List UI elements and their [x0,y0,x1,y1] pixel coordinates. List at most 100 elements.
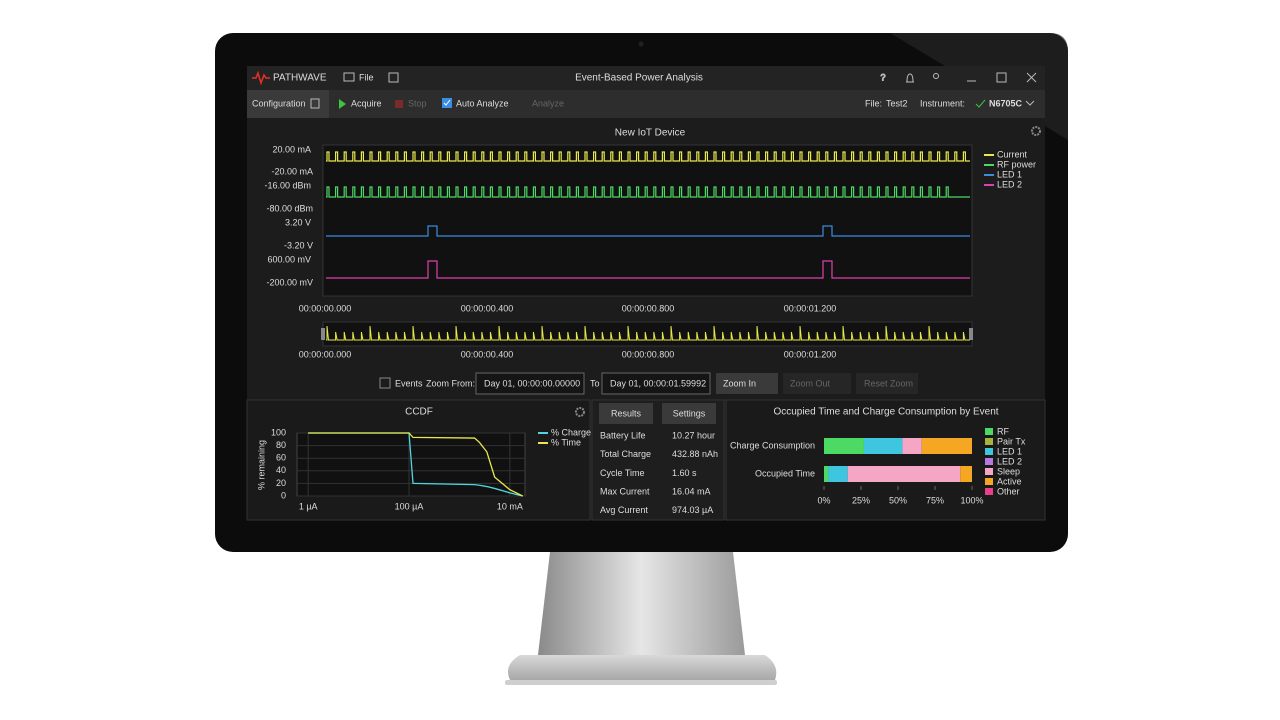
acquire-icon [339,99,346,109]
overview-handle-left[interactable] [321,328,325,340]
overview-tick-label: 00:00:00.400 [461,349,514,359]
legend-swatch [985,458,993,465]
events[interactable]: Events [395,378,423,388]
channel-top-label: 3.20 V [285,217,311,227]
zoom-from-label: Zoom From: [426,378,475,388]
help[interactable]: ? [880,72,886,83]
result-value: 1.60 s [672,468,697,478]
overview-tick-label: 00:00:00.000 [299,349,352,359]
zoom-to[interactable]: Day 01, 00:00:01.59992 [610,378,706,388]
x-tick-label: 0% [817,495,830,505]
window-title: Event-Based Power Analysis [575,73,703,84]
reset-zoom-button[interactable] [856,373,918,394]
ccdf-title: CCDF [405,407,433,418]
overview-tick-label: 00:00:00.800 [622,349,675,359]
title-bar [247,66,1045,90]
bar-segment [902,438,922,454]
tab[interactable] [599,403,653,424]
result-label: Total Charge [600,449,651,459]
stand-base [507,655,777,680]
x-tick-label: 75% [926,495,944,505]
zoom-in-button[interactable] [716,373,778,394]
legend-entry: Current [997,149,1028,159]
logo: PATHWAVE [273,73,327,84]
bar-segment [863,438,903,454]
notifications[interactable] [906,73,914,83]
to-label: To [590,378,600,388]
channel-top-label: 600.00 mV [267,254,311,264]
legend-swatch [985,428,993,435]
zoom-in[interactable]: Zoom In [723,378,756,388]
bar-segment [828,466,848,482]
configuration-button[interactable] [247,90,329,118]
time-tick-label: 00:00:00.800 [622,303,675,313]
events-checkbox[interactable] [379,377,391,389]
close[interactable] [1026,72,1037,83]
instrument-label: Instrument: [920,98,965,108]
tab[interactable] [662,403,716,424]
x-tick-label: 1 µA [299,501,318,511]
bar-segment [824,466,829,482]
legend-swatch [985,488,993,495]
stand-foot [505,680,777,685]
stop[interactable]: Stop [408,98,427,108]
dropdown[interactable] [1025,100,1035,106]
time-tick-label: 00:00:00.400 [461,303,514,313]
zoom-from-input[interactable] [475,372,585,395]
legend-entry: Sleep [997,466,1020,476]
acquire[interactable]: Acquire [351,98,382,108]
user[interactable] [933,73,939,79]
legend-swatch [985,448,993,455]
legend-entry: Active [997,476,1022,486]
y-tick-label: 40 [276,465,286,475]
settings-gear[interactable] [1031,126,1041,136]
instrument-ok [975,99,986,108]
toolbar [247,90,1045,118]
trace [326,260,970,279]
channel-bottom-label: -200.00 mV [266,277,313,287]
legend-entry: Other [997,486,1020,496]
configuration[interactable]: Configuration [252,98,306,108]
waveform-title: New IoT Device [615,128,686,139]
maximize[interactable] [996,72,1007,83]
result-value: 10.27 hour [672,430,715,440]
legend-entry: % Charge [551,427,591,437]
tab-label[interactable]: Results [611,408,642,418]
legend-entry: LED 2 [997,456,1022,466]
y-tick-label: 80 [276,440,286,450]
legend-entry: RF power [997,159,1036,169]
trace [326,225,970,237]
trace [326,151,970,162]
tab-label[interactable]: Settings [673,408,706,418]
category-label: Charge Consumption [730,440,815,450]
zoom-out[interactable]: Zoom Out [790,378,831,388]
time-tick-label: 00:00:00.000 [299,303,352,313]
analyze[interactable]: Analyze [532,98,564,108]
overview-handle-right[interactable] [969,328,973,340]
y-tick-label: 20 [276,478,286,488]
instrument[interactable]: N6705C [989,98,1023,108]
save-icon[interactable] [388,72,399,83]
zoom-to-input[interactable] [601,372,711,395]
reset-zoom[interactable]: Reset Zoom [864,378,913,388]
camera [638,41,644,47]
waveform-plot [322,144,973,297]
overview-trace [326,325,970,341]
result-label: Battery Life [600,430,646,440]
result-label: Avg Current [600,505,648,515]
events-title: Occupied Time and Charge Consumption by … [773,407,998,418]
legend-entry: % Time [551,437,581,447]
result-label: Max Current [600,486,650,496]
series-line [308,432,523,497]
zoom-from[interactable]: Day 01, 00:00:00.00000 [484,378,580,388]
channel-top-label: -16.00 dBm [264,180,311,190]
auto-analyze[interactable]: Auto Analyze [456,98,509,108]
menu-file[interactable]: File [359,72,374,82]
legend-swatch [985,468,993,475]
ccdf-gear[interactable] [575,407,585,417]
zoom-out-button[interactable] [783,373,851,394]
x-tick-label: 100% [960,495,983,505]
check [443,99,451,106]
